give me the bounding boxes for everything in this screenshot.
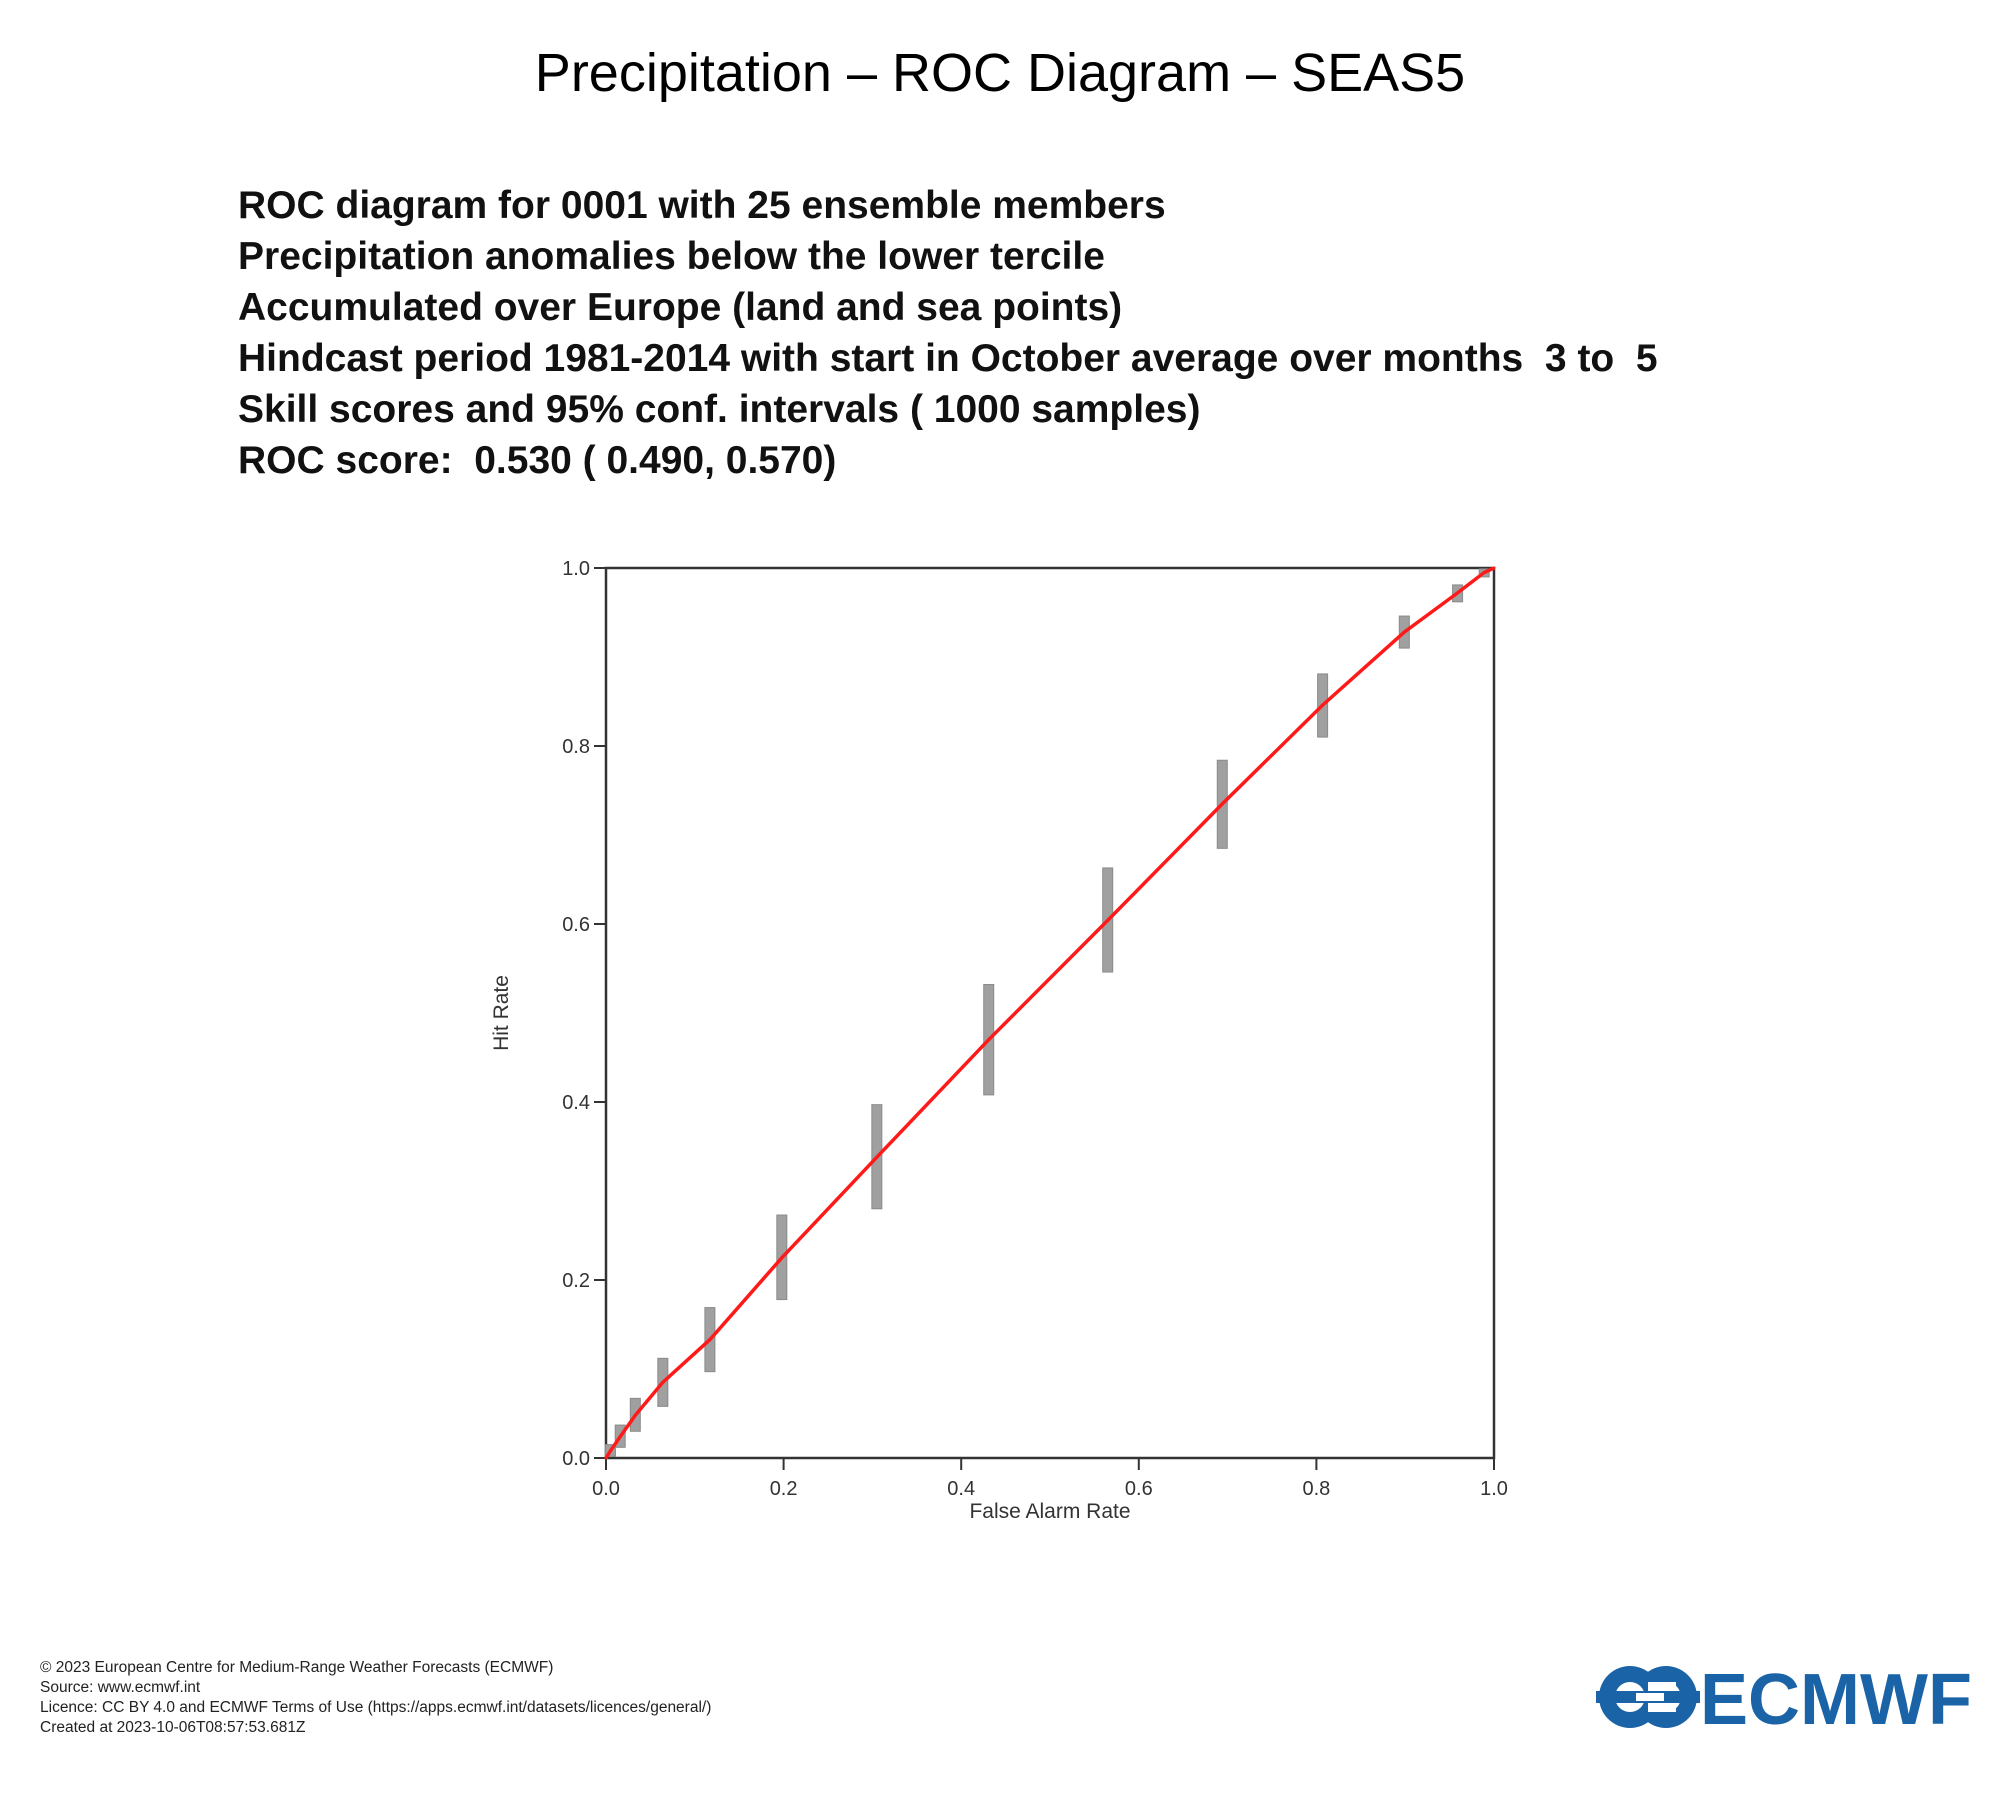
roc-data-point: [618, 1435, 622, 1439]
footer: © 2023 European Centre for Medium-Range …: [40, 1658, 711, 1738]
roc-data-point: [1482, 570, 1486, 574]
roc-data-point: [875, 1155, 879, 1159]
roc-data-point: [1106, 918, 1110, 922]
chart-info-block: ROC diagram for 0001 with 25 ensemble me…: [238, 180, 1658, 486]
roc-data-point: [1321, 703, 1325, 707]
roc-data-point: [987, 1038, 991, 1042]
ecmwf-logo-text: ECMWF: [1700, 1662, 1972, 1732]
y-tick-label: 1.0: [562, 558, 590, 580]
y-tick-label: 0.2: [562, 1270, 590, 1292]
info-line: ROC score: 0.530 ( 0.490, 0.570): [238, 439, 837, 482]
x-tick-label: 1.0: [1480, 1478, 1508, 1500]
ecmwf-logo-icon: [1596, 1666, 1700, 1728]
roc-data-point: [1220, 802, 1224, 806]
roc-data-point: [1402, 630, 1406, 634]
plot-frame: [604, 566, 1496, 1460]
roc-data-point: [633, 1413, 637, 1417]
source-text: Source: www.ecmwf.int: [40, 1679, 201, 1696]
y-tick-label: 0.4: [562, 1092, 590, 1114]
x-tick-label: 0.6: [1125, 1478, 1153, 1500]
x-tick-label: 0.8: [1302, 1478, 1330, 1500]
copyright-text: © 2023 European Centre for Medium-Range …: [40, 1659, 554, 1676]
roc-data-point: [608, 1449, 612, 1453]
roc-data-point: [1492, 566, 1496, 570]
created-text: Created at 2023-10-06T08:57:53.681Z: [40, 1719, 306, 1736]
info-line: ROC diagram for 0001 with 25 ensemble me…: [238, 184, 1166, 227]
ecmwf-logo: ECMWF: [1596, 1662, 1972, 1732]
y-tick-label: 0.8: [562, 736, 590, 758]
y-tick-label: 0.0: [562, 1448, 590, 1470]
roc-data-point: [708, 1338, 712, 1342]
x-tick-label: 0.0: [592, 1478, 620, 1500]
roc-data-point: [780, 1256, 784, 1260]
y-tick-label: 0.6: [562, 914, 590, 936]
x-axis-title: False Alarm Rate: [969, 1500, 1130, 1523]
licence-text: Licence: CC BY 4.0 and ECMWF Terms of Us…: [40, 1699, 712, 1716]
y-axis-title: Hit Rate: [490, 975, 513, 1051]
page-title: Precipitation – ROC Diagram – SEAS5: [534, 43, 1466, 103]
info-line: Skill scores and 95% conf. intervals ( 1…: [238, 388, 1201, 431]
info-line: Hindcast period 1981-2014 with start in …: [238, 337, 1658, 380]
x-tick-label: 0.4: [947, 1478, 975, 1500]
roc-data-point: [604, 1456, 608, 1460]
x-tick-label: 0.2: [770, 1478, 798, 1500]
roc-data-point: [661, 1380, 665, 1384]
roc-chart: 0.0 0.2 0.4 0.6 0.8 1.0 0.0 0.2 0.4 0.6 0.8 1.0 Fals…: [490, 558, 1508, 1523]
roc-curve-line: [604, 566, 1495, 1459]
roc-data-point: [1456, 591, 1460, 595]
info-line: Accumulated over Europe (land and sea po…: [238, 286, 1123, 329]
info-line: Precipitation anomalies below the lower …: [238, 235, 1105, 278]
